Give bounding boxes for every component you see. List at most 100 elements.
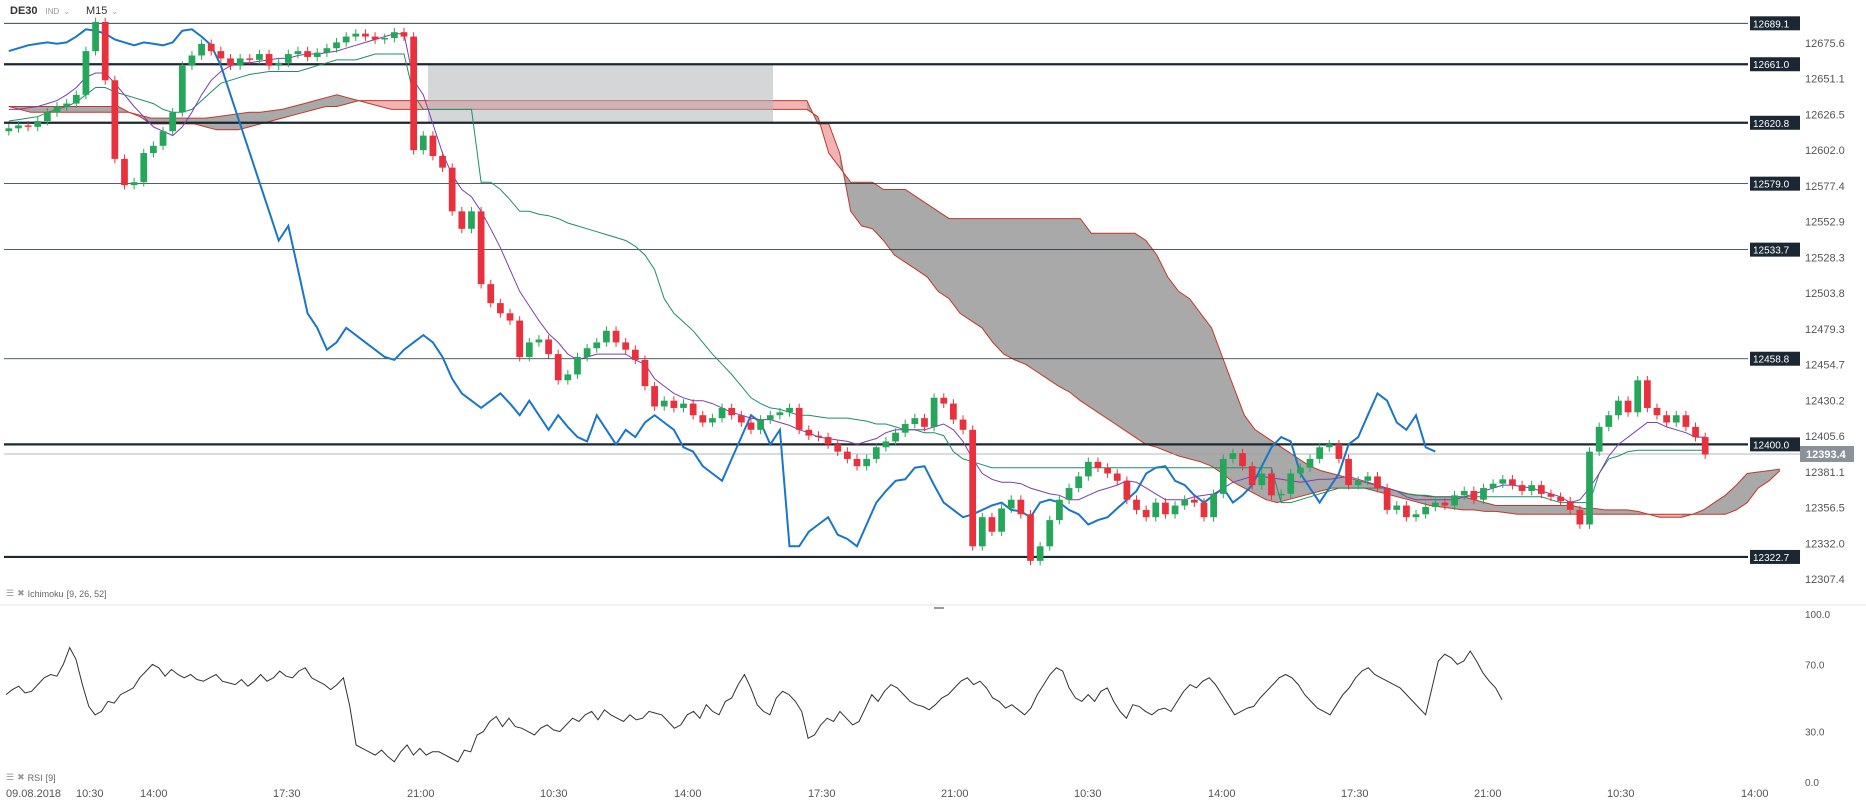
y-tick-label: 12577.4 xyxy=(1805,181,1845,193)
x-tick-label: 21:00 xyxy=(407,788,435,800)
candle-body xyxy=(468,211,475,229)
candle-body xyxy=(1325,444,1333,448)
rsi-legend: ☰ ✖ RSI [9] xyxy=(6,772,56,783)
candle-body xyxy=(1296,467,1304,474)
candle-body xyxy=(188,55,196,66)
candle-body xyxy=(680,403,687,408)
candle-body xyxy=(1345,458,1352,486)
candle-body xyxy=(603,330,610,343)
candle-body xyxy=(92,22,99,52)
candle-body xyxy=(593,342,601,349)
y-tick-label: 12626.5 xyxy=(1805,109,1845,121)
y-tick-label: 12356.5 xyxy=(1805,503,1845,515)
candle-body xyxy=(256,54,263,60)
candle-body xyxy=(1557,496,1564,502)
candle-body xyxy=(940,397,948,404)
candle-body xyxy=(121,158,128,186)
candle-body xyxy=(583,348,591,357)
candle-body xyxy=(815,435,822,438)
candle-body xyxy=(612,330,620,343)
y-tick-label: 12332.0 xyxy=(1805,538,1845,550)
current-price-label: 12393.4 xyxy=(1806,449,1847,461)
candle-body xyxy=(689,403,697,416)
candle-body xyxy=(1566,501,1574,510)
level-label-box xyxy=(1750,57,1800,72)
rsi-line xyxy=(5,646,1503,763)
ichimoku-label: Ichimoku xyxy=(27,588,64,599)
candle-body xyxy=(1210,493,1217,518)
candle-body xyxy=(304,51,311,57)
level-label-box xyxy=(1750,437,1800,452)
candle-body xyxy=(275,62,283,66)
candle-body xyxy=(834,444,842,452)
close-icon[interactable]: ✖ xyxy=(17,772,25,782)
candle-body xyxy=(429,135,437,156)
candle-body xyxy=(882,441,890,448)
candle-body xyxy=(198,43,205,56)
candle-body xyxy=(15,125,22,129)
candle-body xyxy=(1605,415,1613,427)
close-icon[interactable]: ✖ xyxy=(17,588,25,598)
candle-body xyxy=(757,419,764,430)
timeframe-selector[interactable]: M15 xyxy=(86,5,108,17)
candle-body xyxy=(1422,506,1430,515)
y-tick-label: 12651.1 xyxy=(1805,74,1845,86)
candle-body xyxy=(737,415,745,423)
settings-icon[interactable]: ☰ xyxy=(6,588,15,598)
candle-body xyxy=(410,36,418,151)
candle-body xyxy=(140,153,148,183)
level-label-box xyxy=(1750,176,1800,191)
rsi-y-tick-label: 0.0 xyxy=(1805,778,1819,789)
x-tick-label: 17:30 xyxy=(1341,788,1369,800)
candle-body xyxy=(950,403,957,420)
candle-body xyxy=(207,43,215,52)
level-label: 12533.7 xyxy=(1753,246,1790,257)
candle-body xyxy=(371,36,379,40)
candle-body xyxy=(863,458,871,467)
y-tick-label: 12503.8 xyxy=(1805,288,1845,300)
pane-resize-handle-icon xyxy=(934,607,944,609)
candle-body xyxy=(1586,451,1593,525)
y-tick-label: 12381.1 xyxy=(1805,467,1845,479)
candle-body xyxy=(227,58,234,66)
candle-body xyxy=(1181,499,1189,506)
settings-icon[interactable]: ☰ xyxy=(6,772,15,782)
y-tick-label: 12675.6 xyxy=(1805,38,1845,50)
level-label: 12322.7 xyxy=(1753,553,1790,564)
candle-body xyxy=(313,52,321,57)
candle-body xyxy=(1653,407,1661,416)
candle-body xyxy=(1643,380,1651,408)
timeframe-caret-icon[interactable]: ⌄ xyxy=(111,6,119,16)
y-tick-label: 12479.3 xyxy=(1805,324,1845,336)
gray-zone-rectangle xyxy=(428,64,773,123)
candle-body xyxy=(795,407,803,430)
symbol-name[interactable]: DE30 xyxy=(10,5,38,17)
candle-body xyxy=(1133,499,1140,510)
y-tick-label: 12552.9 xyxy=(1805,217,1845,229)
candle-body xyxy=(718,407,726,419)
candle-body xyxy=(1316,447,1324,459)
candle-body xyxy=(1460,490,1468,496)
symbol-caret-icon[interactable]: ⌄ xyxy=(63,6,71,16)
candle-body xyxy=(217,51,225,59)
candle-body xyxy=(631,349,639,360)
candle-body xyxy=(439,155,446,168)
candle-body xyxy=(901,423,909,433)
candle-body xyxy=(1528,485,1536,491)
candle-body xyxy=(1374,476,1381,489)
candle-body xyxy=(525,342,533,357)
candle-body xyxy=(477,211,485,285)
candle-body xyxy=(265,54,273,66)
candle-body xyxy=(1576,509,1584,525)
candle-body xyxy=(419,135,427,151)
candle-body xyxy=(1451,495,1458,506)
candle-body xyxy=(554,354,562,381)
candle-body xyxy=(747,422,755,430)
tenkan-line xyxy=(8,33,1706,504)
candle-body xyxy=(1219,458,1227,494)
candle-body xyxy=(1431,502,1439,507)
candle-body xyxy=(284,54,292,63)
candle-body xyxy=(1065,488,1073,500)
candle-body xyxy=(641,359,649,387)
